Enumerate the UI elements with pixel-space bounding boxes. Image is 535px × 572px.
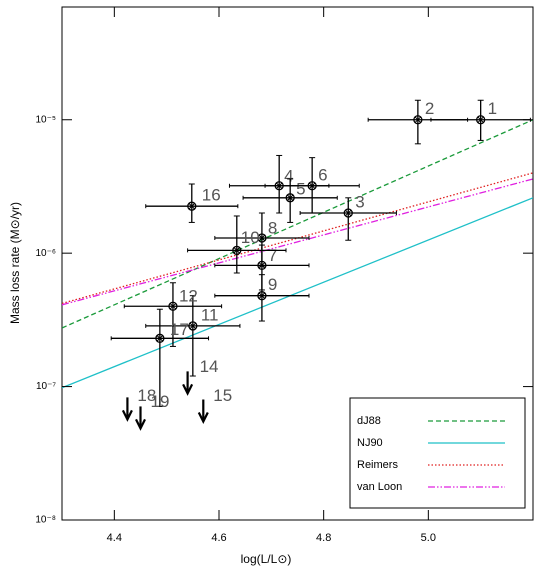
point-label: 9 [268,275,277,294]
point-label: 4 [284,166,293,185]
point-cross [477,116,484,123]
x-tick-label: 5.0 [421,532,436,544]
model-line [62,178,533,306]
point [155,333,165,343]
point-cross [414,116,422,123]
arrow-head [182,383,194,396]
x-tick-label: 4.8 [316,532,331,544]
legend-box [349,397,526,509]
point [257,291,267,301]
point-label: 18 [137,386,156,405]
model-line [62,172,533,305]
point-label: 15 [213,386,232,405]
point-cross [169,303,177,310]
point-cross [189,322,196,330]
point-cross [308,182,316,189]
x-tick-label: 4.4 [107,532,122,544]
arrow-head [135,418,146,431]
legend-label: Reimers [357,459,398,471]
y-tick-label: 10⁻⁸ [35,515,56,526]
point-cross [258,292,266,299]
point-cross [258,234,266,242]
point-label: 16 [202,186,221,205]
point-cross [188,203,195,210]
legend-label: dJ88 [357,415,381,427]
model-line [62,197,533,389]
point-cross [345,209,352,217]
point-label: 10 [241,228,260,247]
y-axis-title: Mass loss rate (M⊙/yr) [8,202,22,324]
point-label: 11 [201,305,219,324]
y-tick-label: 10⁻⁷ [36,381,56,392]
point-label: 6 [318,165,327,184]
point-label: 7 [268,246,277,265]
point [476,115,486,125]
point [285,193,295,203]
point-cross [287,194,294,201]
arrow-head [197,412,209,424]
y-tick-label: 10⁻⁶ [35,248,56,259]
legend-label: NJ90 [357,437,383,449]
point-label: 1 [488,99,497,118]
x-axis-title: log(L/L⊙) [241,552,292,566]
point [187,201,197,211]
arrow-head [121,409,133,422]
legend-label: van Loon [357,481,402,493]
model-lines [62,119,533,389]
point [257,233,267,243]
point-label: 14 [200,357,219,376]
x-tick-label: 4.6 [211,532,226,544]
point-label: 12 [179,287,198,306]
point [343,208,353,218]
point [307,181,317,191]
point-label: 19 [151,392,170,411]
model-line [62,119,533,329]
point-label: 5 [296,179,305,198]
point-label: 8 [268,218,277,237]
point [188,321,198,331]
y-tick-label: 10⁻⁵ [35,114,56,125]
point-label: 17 [170,320,189,339]
point-cross [233,247,240,254]
point [413,115,423,125]
point-label: 2 [425,99,434,118]
plot-frame [61,6,534,521]
point-cross [156,335,164,342]
point-label: 3 [355,192,364,211]
point [168,301,178,311]
point [232,245,242,255]
